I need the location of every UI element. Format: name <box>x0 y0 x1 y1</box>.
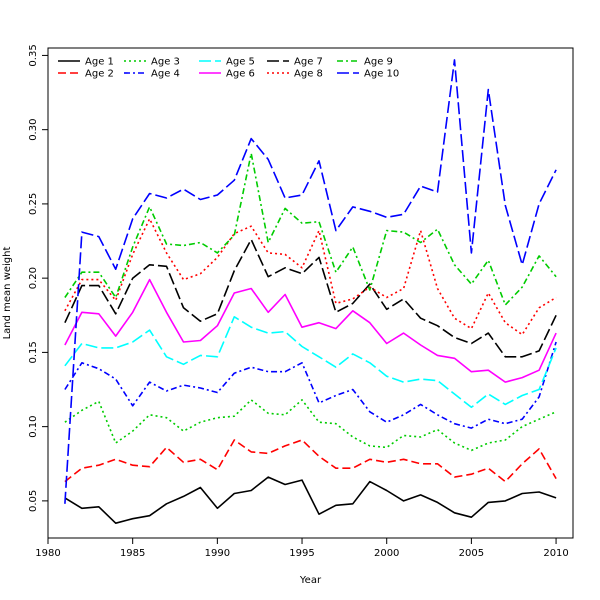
legend-label-6: Age 6 <box>226 69 255 80</box>
x-axis-label: Year <box>299 575 322 586</box>
y-tick-label-3: 0.20 <box>28 267 39 289</box>
x-axis: 1980 1985 1990 1995 2000 2005 2010 <box>35 538 569 559</box>
series-line-3 <box>64 399 557 452</box>
x-tick-label-2005: 2005 <box>459 548 484 559</box>
x-tick-label-1995: 1995 <box>289 548 314 559</box>
plot-frame <box>47 47 574 539</box>
series-line-10 <box>64 59 557 504</box>
x-tick-label-1980: 1980 <box>35 548 60 559</box>
y-axis-label: Land mean weight <box>2 247 13 340</box>
x-tick-label-1990: 1990 <box>205 548 230 559</box>
y-tick-label-6: 0.35 <box>28 44 39 66</box>
series-line-9 <box>64 152 557 306</box>
legend-label-1: Age 1 <box>85 57 114 68</box>
legend-label-5: Age 5 <box>226 57 255 68</box>
x-tick-label-2000: 2000 <box>374 548 399 559</box>
series-line-5 <box>64 315 557 409</box>
series-line-1 <box>64 476 557 525</box>
series-line-6 <box>64 278 557 383</box>
y-tick-label-2: 0.15 <box>28 341 39 363</box>
legend-label-9: Age 9 <box>364 57 393 68</box>
x-tick-label-2010: 2010 <box>543 548 568 559</box>
plot-lines <box>64 59 557 525</box>
y-tick-label-0: 0.05 <box>28 490 39 512</box>
legend-label-10: Age 10 <box>364 69 399 80</box>
y-tick-label-1: 0.10 <box>28 416 39 438</box>
y-tick-label-5: 0.30 <box>28 119 39 141</box>
y-axis: 0.05 0.10 0.15 0.20 0.25 0.30 0.35 <box>28 44 48 512</box>
series-line-2 <box>64 439 557 483</box>
legend-label-2: Age 2 <box>85 69 114 80</box>
series-line-8 <box>64 218 557 336</box>
legend-label-7: Age 7 <box>294 57 323 68</box>
legend-label-3: Age 3 <box>151 57 180 68</box>
legend-label-4: Age 4 <box>151 69 180 80</box>
legend-label-8: Age 8 <box>294 69 323 80</box>
x-tick-label-1985: 1985 <box>120 548 145 559</box>
series-line-7 <box>64 238 557 358</box>
y-tick-label-4: 0.25 <box>28 193 39 215</box>
